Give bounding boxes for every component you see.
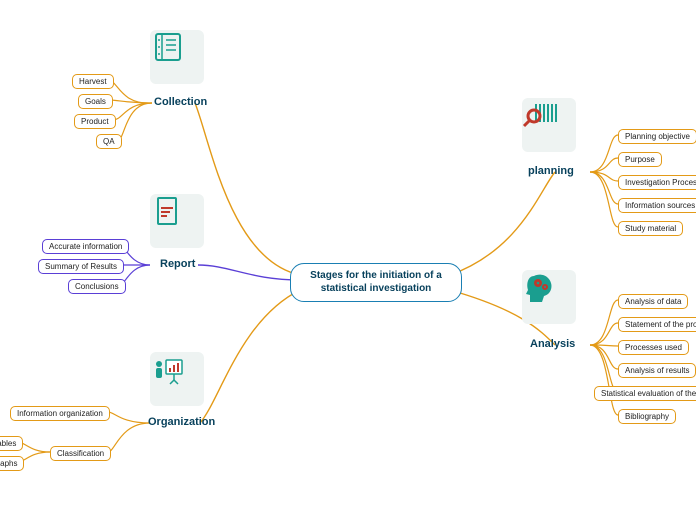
leaf-info-org: Information organization [10,406,110,421]
leaf-statement: Statement of the problem [618,317,696,332]
head-gears-icon [522,270,576,324]
notebook-icon [150,30,204,84]
center-node: Stages for the initiation of a statistic… [290,263,462,302]
planning-branch [522,98,576,152]
leaf-graphs: graphs [0,456,24,471]
leaf-biblio: Bibliography [618,409,676,424]
leaf-processes: Processes used [618,340,689,355]
report-label: Report [160,258,195,270]
presentation-icon [150,352,204,406]
leaf-plan-obj: Planning objective [618,129,696,144]
barcode-search-icon [522,98,576,152]
leaf-harvest: Harvest [72,74,114,89]
organization-label: Organization [148,416,215,428]
leaf-an-results: Analysis of results [618,363,696,378]
leaf-an-data: Analysis of data [618,294,688,309]
leaf-summary: Summary of Results [38,259,124,274]
leaf-study-mat: Study material [618,221,683,236]
organization-branch [150,352,204,406]
planning-label: planning [528,165,574,177]
leaf-qa: QA [96,134,122,149]
leaf-purpose: Purpose [618,152,662,167]
report-branch [150,194,204,248]
leaf-info-src: Information sources [618,198,696,213]
analysis-branch [522,270,576,324]
center-title: Stages for the initiation of a statistic… [310,270,442,294]
report-icon [150,194,204,248]
leaf-stat-eval: Statistical evaluation of the results [594,386,696,401]
collection-branch [150,30,204,84]
leaf-inv-proc: Investigation Processing [618,175,696,190]
leaf-product: Product [74,114,116,129]
leaf-conclusions: Conclusions [68,279,126,294]
leaf-accurate: Accurate information [42,239,129,254]
leaf-tables: tables [0,436,23,451]
collection-label: Collection [154,96,207,108]
leaf-classification: Classification [50,446,111,461]
leaf-goals: Goals [78,94,113,109]
analysis-label: Analysis [530,338,575,350]
